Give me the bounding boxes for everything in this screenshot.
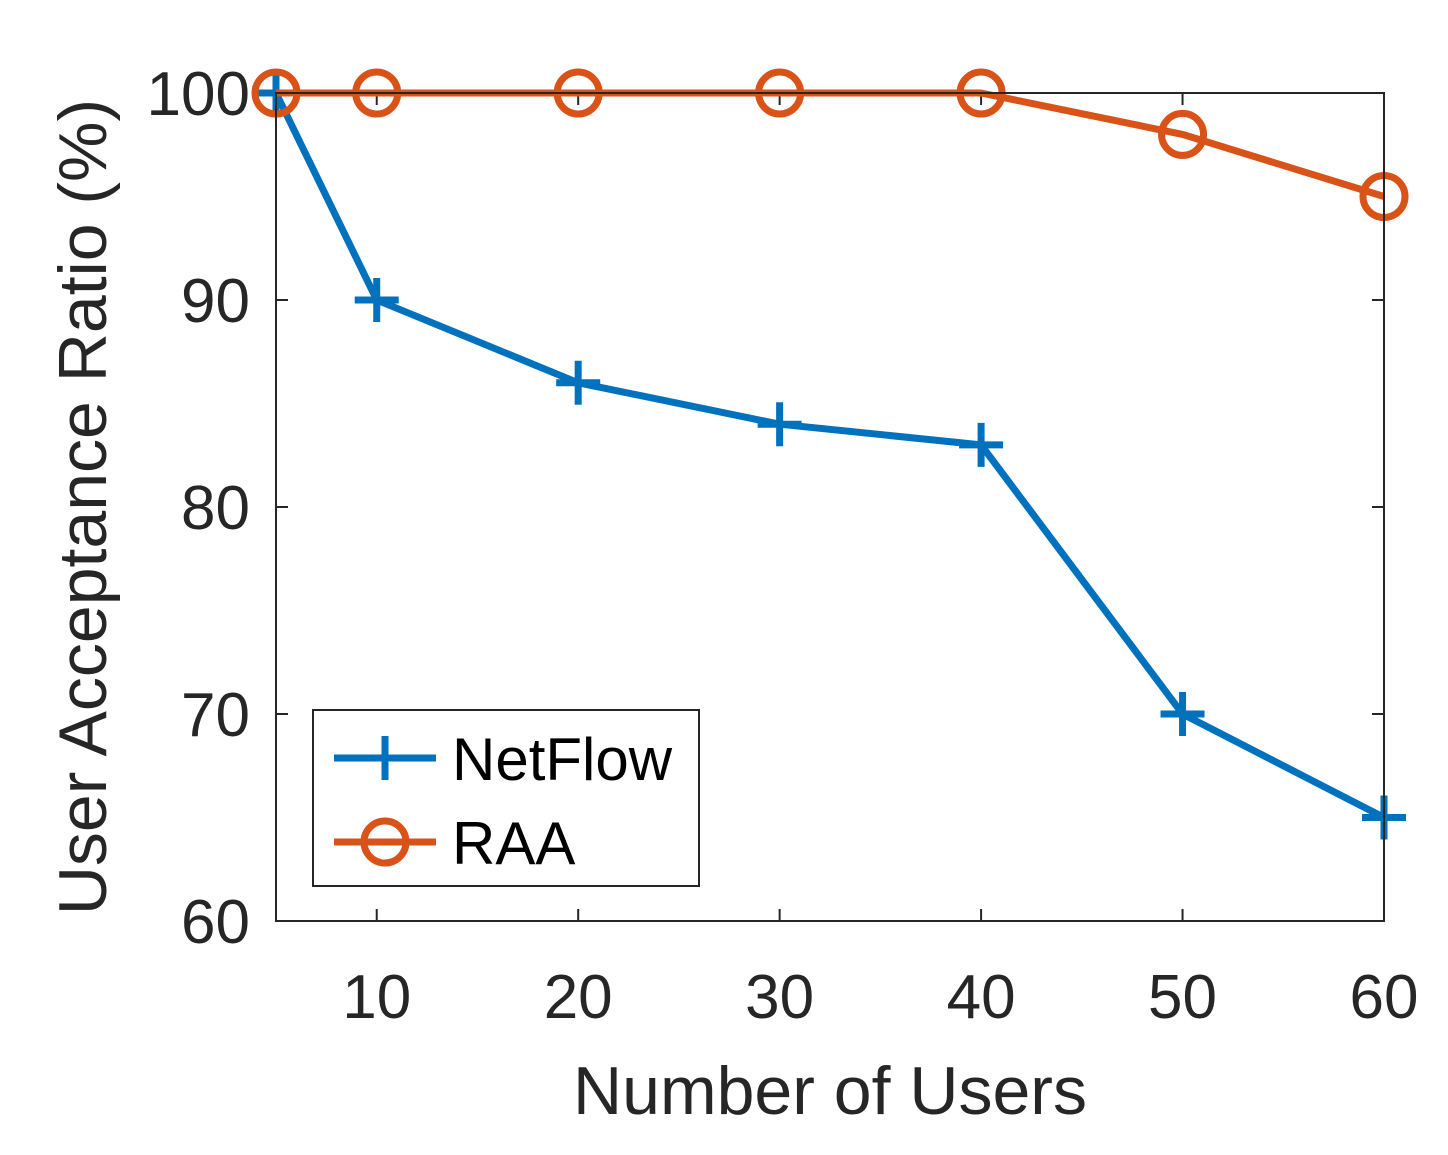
data-point-netflow [354, 278, 399, 322]
data-point-netflow [757, 402, 802, 447]
x-tick-label: 60 [1350, 963, 1419, 1032]
legend-raa-circle-marker [360, 817, 410, 867]
y-tick-label: 90 [181, 267, 250, 336]
legend-box [312, 709, 700, 887]
legend: NetFlow RAA [312, 709, 700, 887]
y-tick-label: 100 [147, 60, 250, 129]
y-axis-title: User Acceptance Ratio (%) [45, 99, 121, 915]
data-point-netflow [556, 360, 601, 405]
y-tick-label: 70 [181, 681, 250, 750]
legend-netflow-label: NetFlow [452, 726, 673, 793]
legend-netflow-plus-marker [363, 736, 407, 780]
x-axis-title: Number of Users [573, 1053, 1087, 1129]
y-tick-label: 60 [181, 888, 250, 957]
data-point-netflow [1160, 692, 1205, 736]
tick-labels: 10 20 30 40 50 60 60 70 80 90 100 [147, 60, 1419, 1032]
y-tick-label: 80 [181, 474, 250, 543]
data-point-raa [1158, 109, 1208, 159]
x-tick-label: 10 [342, 963, 411, 1032]
x-tick-label: 50 [1148, 963, 1217, 1032]
data-point-netflow [959, 422, 1004, 467]
legend-raa-label: RAA [452, 810, 575, 877]
x-tick-label: 40 [947, 963, 1016, 1032]
x-tick-label: 30 [745, 963, 814, 1032]
x-tick-label: 20 [544, 963, 613, 1032]
plot-frame [275, 92, 1385, 922]
